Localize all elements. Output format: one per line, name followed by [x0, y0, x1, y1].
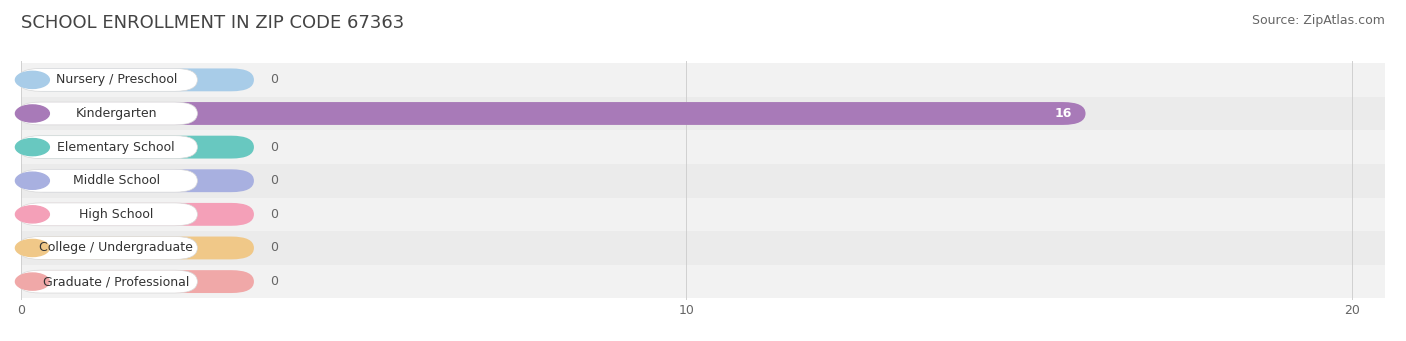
FancyBboxPatch shape: [21, 102, 1085, 125]
Text: 0: 0: [270, 140, 278, 153]
FancyBboxPatch shape: [21, 97, 1385, 130]
Text: Source: ZipAtlas.com: Source: ZipAtlas.com: [1251, 14, 1385, 27]
Text: Graduate / Professional: Graduate / Professional: [44, 275, 190, 288]
Text: High School: High School: [79, 208, 153, 221]
FancyBboxPatch shape: [18, 102, 197, 125]
Text: Elementary School: Elementary School: [58, 140, 174, 153]
Text: 16: 16: [1054, 107, 1073, 120]
Text: 0: 0: [270, 208, 278, 221]
FancyBboxPatch shape: [21, 270, 254, 293]
Text: Middle School: Middle School: [73, 174, 160, 187]
Text: College / Undergraduate: College / Undergraduate: [39, 241, 193, 254]
FancyBboxPatch shape: [18, 270, 197, 293]
FancyBboxPatch shape: [21, 130, 1385, 164]
FancyBboxPatch shape: [21, 197, 1385, 231]
FancyBboxPatch shape: [21, 69, 254, 91]
Circle shape: [15, 105, 49, 122]
FancyBboxPatch shape: [21, 63, 1385, 97]
Circle shape: [15, 239, 49, 256]
FancyBboxPatch shape: [18, 136, 197, 159]
FancyBboxPatch shape: [21, 265, 1385, 298]
FancyBboxPatch shape: [18, 237, 197, 260]
Circle shape: [15, 206, 49, 223]
FancyBboxPatch shape: [18, 169, 197, 192]
FancyBboxPatch shape: [21, 164, 1385, 197]
Circle shape: [15, 138, 49, 156]
Text: SCHOOL ENROLLMENT IN ZIP CODE 67363: SCHOOL ENROLLMENT IN ZIP CODE 67363: [21, 14, 405, 32]
Text: 0: 0: [270, 275, 278, 288]
FancyBboxPatch shape: [21, 169, 254, 192]
Text: Nursery / Preschool: Nursery / Preschool: [56, 73, 177, 86]
FancyBboxPatch shape: [21, 203, 254, 226]
FancyBboxPatch shape: [21, 136, 254, 159]
Text: 0: 0: [270, 73, 278, 86]
Circle shape: [15, 71, 49, 88]
Text: 0: 0: [270, 241, 278, 254]
Text: 0: 0: [270, 174, 278, 187]
FancyBboxPatch shape: [18, 203, 197, 226]
FancyBboxPatch shape: [21, 237, 254, 260]
Circle shape: [15, 273, 49, 290]
FancyBboxPatch shape: [21, 231, 1385, 265]
Text: Kindergarten: Kindergarten: [76, 107, 157, 120]
FancyBboxPatch shape: [18, 69, 197, 91]
Circle shape: [15, 172, 49, 189]
